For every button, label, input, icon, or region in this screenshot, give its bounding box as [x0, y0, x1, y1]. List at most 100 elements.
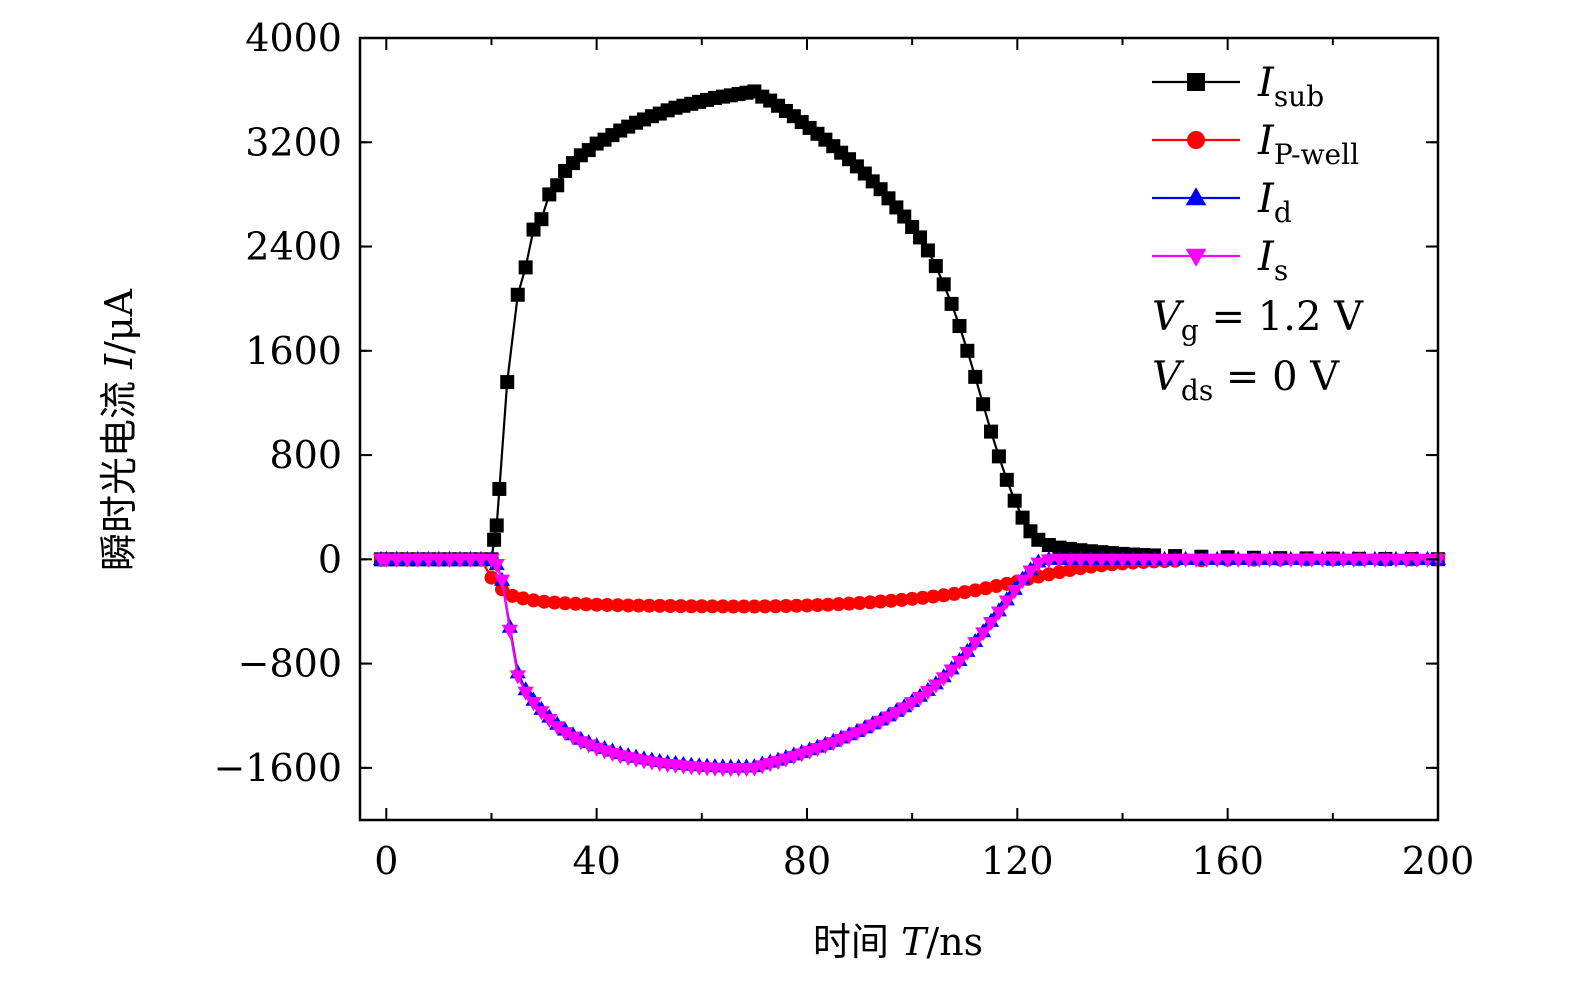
- y-tick-label: −1600: [213, 746, 342, 790]
- data-point-s: [1219, 553, 1236, 568]
- data-point-s: [1135, 553, 1152, 568]
- legend-label: Is: [1257, 234, 1288, 287]
- data-point-P-well: [810, 598, 825, 613]
- data-point-s: [462, 553, 479, 568]
- annotation-vds-sub: ds: [1181, 374, 1213, 407]
- data-point-s: [1251, 553, 1268, 568]
- data-point-P-well: [957, 585, 972, 600]
- series-line-s: [381, 558, 1438, 770]
- legend-item-s: Is: [1152, 234, 1288, 287]
- data-point-sub: [920, 243, 935, 258]
- data-point-P-well: [589, 597, 604, 612]
- plot-area: [372, 84, 1447, 778]
- data-point-s: [943, 664, 960, 679]
- data-point-s: [919, 686, 936, 701]
- data-point-P-well: [516, 591, 531, 606]
- data-point-sub: [936, 277, 951, 292]
- legend-item-P-well: IP-well: [1152, 118, 1359, 171]
- x-tick-label: 120: [981, 839, 1054, 883]
- legend-label: Isub: [1257, 60, 1324, 113]
- data-point-P-well: [736, 599, 751, 614]
- x-tick-label: 0: [374, 839, 398, 883]
- y-tick-label: 0: [318, 537, 342, 581]
- x-tick-label: 200: [1402, 839, 1475, 883]
- data-point-s: [1072, 553, 1089, 568]
- data-point-sub: [976, 397, 991, 412]
- data-point-P-well: [673, 599, 688, 614]
- data-point-P-well: [894, 592, 909, 607]
- data-point-sub: [968, 369, 983, 384]
- data-point-P-well: [652, 598, 667, 613]
- data-point-s: [888, 706, 905, 721]
- data-point-s: [967, 637, 984, 652]
- annotation-vds-text: = 0 V: [1213, 354, 1340, 400]
- data-point-s: [864, 719, 881, 734]
- y-tick-label: 1600: [245, 329, 342, 373]
- data-point-P-well: [715, 599, 730, 614]
- data-point-P-well: [494, 582, 509, 597]
- data-point-s: [911, 691, 929, 706]
- data-point-P-well: [757, 599, 772, 614]
- data-point-s: [488, 558, 505, 573]
- data-point-P-well: [684, 599, 699, 614]
- legend-label-var: I: [1257, 234, 1275, 280]
- data-point-s: [1324, 553, 1341, 568]
- data-point-s: [880, 711, 897, 726]
- data-point-s: [1040, 554, 1057, 569]
- annotation-vds: Vds = 0 V: [1152, 354, 1340, 407]
- data-point-P-well: [642, 598, 657, 613]
- data-point-P-well: [821, 597, 836, 612]
- plot-frame: [358, 36, 1440, 822]
- data-point-P-well: [1062, 563, 1077, 578]
- data-point-s: [1408, 553, 1426, 568]
- data-point-s: [1303, 553, 1320, 568]
- data-point-s: [441, 553, 458, 568]
- data-point-s: [856, 723, 873, 738]
- data-point-P-well: [778, 598, 793, 613]
- x-axis-label-unit: /ns: [926, 920, 983, 964]
- data-point-P-well: [936, 588, 951, 603]
- data-point-s: [1419, 553, 1436, 568]
- data-point-P-well: [568, 596, 583, 611]
- data-point-P-well: [884, 593, 899, 608]
- y-axis-label-var: I: [97, 353, 141, 370]
- legend-item-d: Id: [1152, 176, 1292, 229]
- data-point-sub: [492, 481, 507, 496]
- data-point-s: [982, 616, 1000, 631]
- data-point-s: [1335, 553, 1352, 568]
- data-point-sub: [952, 319, 967, 334]
- data-point-sub: [999, 472, 1014, 487]
- data-point-s: [1366, 553, 1383, 568]
- data-point-P-well: [600, 597, 615, 612]
- annotation-vg-sub: g: [1181, 314, 1199, 347]
- data-point-s: [541, 714, 558, 729]
- data-point-s: [430, 553, 447, 568]
- data-point-s: [564, 731, 582, 746]
- data-point-P-well: [526, 593, 541, 608]
- data-point-s: [1188, 553, 1205, 568]
- data-point-s: [409, 553, 426, 568]
- y-tick-label: 4000: [245, 16, 342, 60]
- data-point-sub: [510, 287, 525, 302]
- legend-label: IP-well: [1257, 118, 1359, 171]
- data-point-P-well: [947, 586, 962, 601]
- data-point-P-well: [621, 598, 636, 613]
- legend-item-sub: Isub: [1152, 60, 1324, 113]
- data-point-s: [1030, 557, 1047, 572]
- data-point-s: [378, 553, 395, 568]
- data-point-s: [1398, 553, 1415, 568]
- data-point-s: [927, 679, 944, 694]
- x-axis-label-prefix: 时间: [813, 920, 901, 964]
- data-point-s: [557, 727, 574, 742]
- data-point-P-well: [852, 595, 867, 610]
- data-point-s: [1387, 553, 1404, 568]
- annotation-vg: Vg = 1.2 V: [1152, 294, 1364, 347]
- data-point-sub: [1007, 493, 1022, 508]
- x-tick-label: 40: [572, 839, 620, 883]
- data-point-s: [951, 656, 968, 671]
- y-axis-label: 瞬时光电流 I/μA: [97, 288, 141, 571]
- data-point-P-well: [915, 590, 930, 605]
- data-point-sub: [1041, 537, 1056, 552]
- data-point-s: [525, 697, 542, 712]
